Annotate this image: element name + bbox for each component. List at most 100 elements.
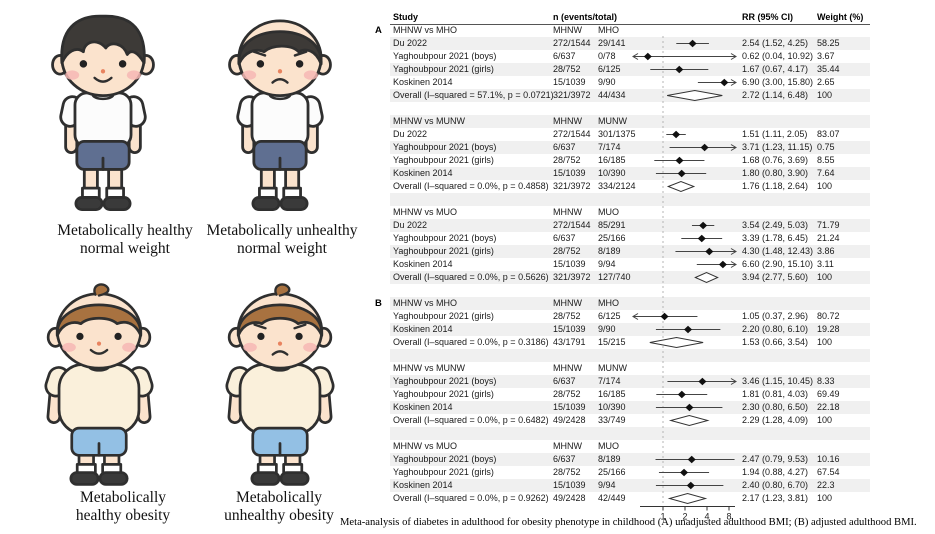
study-cell: Yaghoubpour 2021 (girls): [393, 467, 494, 477]
events-group1-cell: 15/1039: [553, 77, 586, 87]
rr-ci-cell: 1.51 (1.11, 2.05): [742, 129, 808, 139]
events-group2-cell: 9/94: [598, 480, 616, 490]
forest-spacer-row: [390, 102, 870, 115]
forest-study-row: Yaghoubpour 2021 (girls) 28/752 6/125 1.67 …: [390, 63, 870, 76]
weight-cell: 67.54: [817, 467, 840, 477]
forest-section-row: MHNW vs MUO MHNW MUO: [390, 206, 870, 219]
weight-cell: 2.65: [817, 77, 835, 87]
forest-study-row: Koskinen 2014 15/1039 9/94 2.40 (0.80, 6.70…: [390, 479, 870, 492]
study-cell: Koskinen 2014: [393, 324, 453, 334]
forest-study-row: Yaghoubpour 2021 (boys) 6/637 0/78 0.62 (0.…: [390, 50, 870, 63]
events-group2-cell: 15/215: [598, 337, 626, 347]
weight-cell: 100: [817, 272, 833, 282]
rr-ci-cell: 6.90 (3.00, 15.80): [742, 77, 814, 87]
events-group2-cell: 334/2124: [598, 181, 636, 191]
events-group1-cell: 15/1039: [553, 168, 586, 178]
group2-label: MUO: [598, 207, 619, 217]
column-header-rr: RR (95% CI): [742, 12, 794, 22]
group1-label: MHNW: [553, 298, 582, 308]
events-group1-cell: 28/752: [553, 389, 581, 399]
child-illustration-mh-normal-weight: [28, 5, 178, 218]
column-header-study: Study: [393, 12, 419, 22]
forest-overall-row: Overall (I–squared = 0.0%, p = 0.9262) 49…: [390, 492, 870, 505]
rr-ci-cell: 1.53 (0.66, 3.54): [742, 337, 809, 347]
child-illustration-mu-normal-weight: [204, 5, 356, 218]
events-group2-cell: 7/174: [598, 142, 621, 152]
events-group1-cell: 28/752: [553, 467, 581, 477]
rr-ci-cell: 3.46 (1.15, 10.45): [742, 376, 814, 386]
caption-line: normal weight: [237, 239, 327, 257]
caption-line: healthy obesity: [75, 506, 171, 524]
weight-cell: 19.28: [817, 324, 840, 334]
rr-ci-cell: 4.30 (1.48, 12.43): [742, 246, 814, 256]
events-group2-cell: 9/94: [598, 259, 616, 269]
study-cell: Overall (I–squared = 0.0%, p = 0.9262): [393, 493, 549, 503]
rr-ci-cell: 2.20 (0.80, 6.10): [742, 324, 809, 334]
rr-ci-cell: 2.40 (0.80, 6.70): [742, 480, 809, 490]
events-group2-cell: 9/90: [598, 324, 616, 334]
events-group2-cell: 10/390: [598, 168, 626, 178]
events-group2-cell: 0/78: [598, 51, 616, 61]
forest-header-row: Study n (events/total) RR (95% CI) Weight (…: [390, 11, 870, 25]
child-illustration-mh-obesity: [24, 281, 174, 488]
group1-label: MHNW: [553, 207, 582, 217]
forest-section-row: MHNW vs MUNW MHNW MUNW: [390, 115, 870, 128]
study-cell: Du 2022: [393, 38, 428, 48]
weight-cell: 100: [817, 337, 833, 347]
study-cell: Overall (I–squared = 0.0%, p = 0.4858): [393, 181, 549, 191]
column-header-n: n (events/total): [553, 12, 618, 22]
caption-line: Metabolically unhealthy: [206, 222, 358, 239]
events-group2-cell: 127/740: [598, 272, 631, 282]
rr-ci-cell: 3.94 (2.77, 5.60): [742, 272, 809, 282]
panel-marker-a: A: [375, 25, 382, 36]
events-group2-cell: 8/189: [598, 246, 621, 256]
forest-study-row: Koskinen 2014 15/1039 10/390 2.30 (0.80, 6.…: [390, 401, 870, 414]
child-svg: [51, 14, 155, 211]
events-group2-cell: 33/749: [598, 415, 626, 425]
comparison-label: MHNW vs MUO: [393, 207, 457, 217]
weight-cell: 8.33: [817, 376, 835, 386]
forest-study-row: Yaghoubpour 2021 (girls) 28/752 16/185 1.81…: [390, 388, 870, 401]
events-group2-cell: 9/90: [598, 77, 616, 87]
study-cell: Yaghoubpour 2021 (girls): [393, 389, 494, 399]
forest-study-row: Yaghoubpour 2021 (boys) 6/637 25/166 3.39 (…: [390, 232, 870, 245]
rr-ci-cell: 2.47 (0.79, 9.53): [742, 454, 809, 464]
study-cell: Overall (I–squared = 0.0%, p = 0.3186): [393, 337, 549, 347]
events-group2-cell: 7/174: [598, 376, 621, 386]
weight-cell: 0.75: [817, 142, 835, 152]
weight-cell: 22.3: [817, 480, 835, 490]
events-group2-cell: 25/166: [598, 467, 626, 477]
events-group2-cell: 6/125: [598, 311, 621, 321]
events-group1-cell: 6/637: [553, 51, 576, 61]
forest-study-row: Koskinen 2014 15/1039 9/90 2.20 (0.80, 6.10…: [390, 323, 870, 336]
weight-cell: 100: [817, 90, 833, 100]
study-cell: Yaghoubpour 2021 (girls): [393, 64, 494, 74]
events-group1-cell: 28/752: [553, 155, 581, 165]
events-group2-cell: 44/434: [598, 90, 626, 100]
events-group1-cell: 321/3972: [553, 181, 591, 191]
rr-ci-cell: 3.39 (1.78, 6.45): [742, 233, 809, 243]
events-group2-cell: 85/291: [598, 220, 626, 230]
events-group2-cell: 6/125: [598, 64, 621, 74]
group2-label: MUNW: [598, 116, 627, 126]
study-cell: Koskinen 2014: [393, 77, 453, 87]
study-cell: Yaghoubpour 2021 (boys): [393, 454, 497, 464]
child-svg: [225, 283, 335, 486]
weight-cell: 3.11: [817, 259, 834, 269]
events-group1-cell: 6/637: [553, 233, 576, 243]
forest-study-row: Yaghoubpour 2021 (girls) 28/752 8/189 4.30 …: [390, 245, 870, 258]
rr-ci-cell: 2.72 (1.14, 6.48): [742, 90, 809, 100]
events-group2-cell: 25/166: [598, 233, 626, 243]
rr-ci-cell: 1.76 (1.18, 2.64): [742, 181, 809, 191]
study-cell: Overall (I–squared = 0.0%, p = 0.5626): [393, 272, 549, 282]
forest-overall-row: Overall (I–squared = 0.0%, p = 0.6482) 49…: [390, 414, 870, 427]
child-svg: [228, 19, 332, 211]
comparison-label: MHNW vs MUO: [393, 441, 457, 451]
events-group1-cell: 321/3972: [553, 272, 591, 282]
rr-ci-cell: 2.17 (1.23, 3.81): [742, 493, 809, 503]
events-group2-cell: 8/189: [598, 454, 621, 464]
group1-label: MHNW: [553, 25, 582, 35]
study-cell: Yaghoubpour 2021 (boys): [393, 142, 497, 152]
caption-mh-obesity: Metabolically healthy obesity: [28, 489, 218, 525]
forest-study-row: Koskinen 2014 15/1039 9/94 6.60 (2.90, 15.1…: [390, 258, 870, 271]
